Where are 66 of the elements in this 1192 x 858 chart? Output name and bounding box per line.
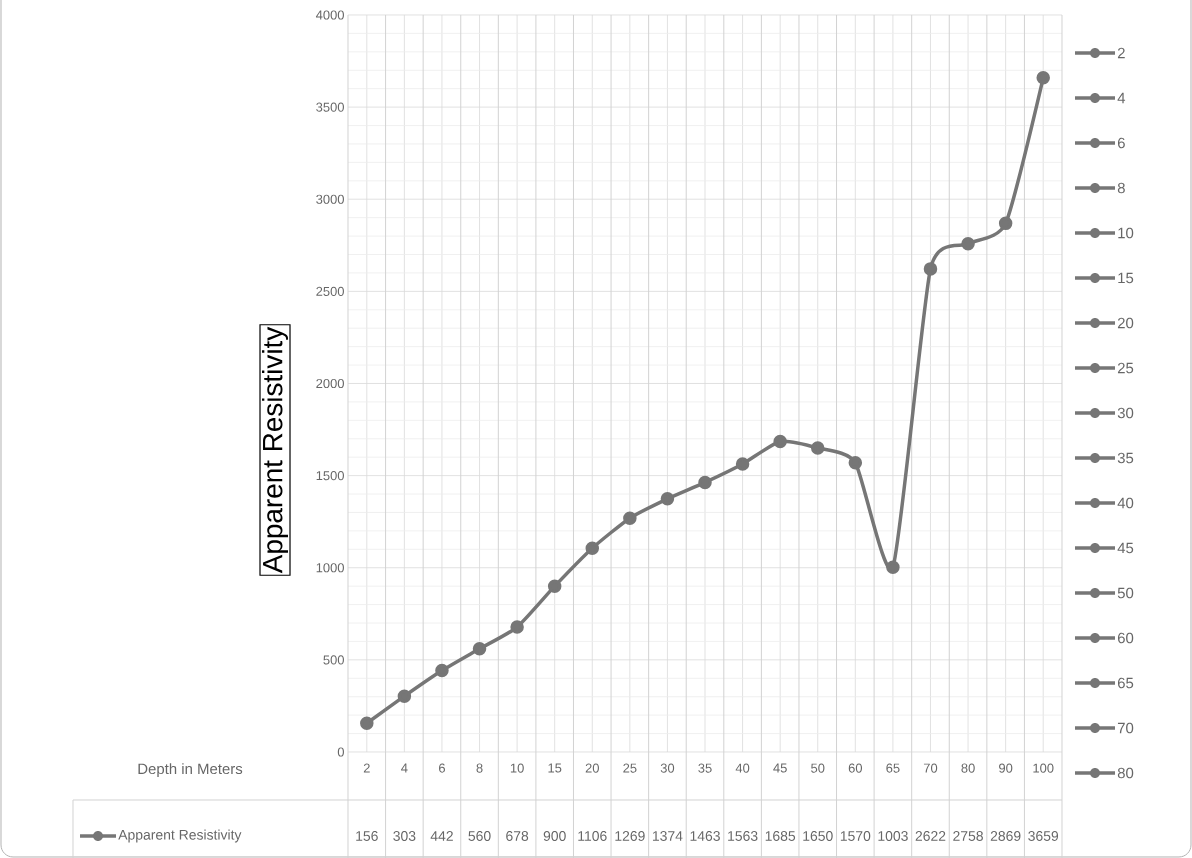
- x-tick-label: 30: [660, 763, 675, 773]
- data-label: 1003: [878, 831, 908, 841]
- category-label: 35: [1117, 452, 1134, 464]
- x-tick-label: 40: [735, 763, 750, 773]
- y-tick-label: 3500: [316, 102, 344, 112]
- data-label: 900: [543, 831, 566, 841]
- x-tick-label: 2: [363, 763, 370, 773]
- x-tick-label: 65: [886, 763, 900, 773]
- y-axis-title: Apparent Resistivity: [262, 326, 288, 574]
- x-tick-label: 50: [811, 763, 825, 773]
- y-tick-label: 500: [323, 655, 344, 665]
- data-label: 1563: [728, 831, 758, 841]
- x-tick-label: 20: [585, 763, 599, 773]
- category-label: 40: [1117, 497, 1134, 509]
- category-label: 4: [1117, 92, 1126, 104]
- x-tick-label: 60: [848, 763, 863, 773]
- data-label: 1463: [690, 831, 720, 841]
- x-tick-label: 80: [961, 763, 975, 773]
- data-label: 3659: [1028, 831, 1059, 841]
- category-label: 8: [1117, 182, 1125, 194]
- y-tick-label: 0: [337, 747, 344, 757]
- data-label: 1650: [803, 831, 833, 841]
- category-label: 60: [1117, 632, 1134, 644]
- x-tick-label: 10: [510, 763, 524, 773]
- data-label: 156: [356, 831, 378, 841]
- x-tick-label: 45: [773, 763, 787, 773]
- data-label: 1269: [615, 831, 645, 841]
- category-label: 70: [1117, 722, 1134, 734]
- y-tick-label: 1000: [316, 563, 344, 573]
- x-tick-label: 70: [923, 763, 938, 773]
- y-tick-label: 2500: [316, 286, 344, 296]
- data-label: 1106: [578, 831, 607, 841]
- x-tick-label: 15: [548, 763, 562, 773]
- category-label: 15: [1118, 272, 1134, 284]
- x-tick-label: 100: [1033, 763, 1054, 773]
- data-label: 2622: [915, 831, 946, 841]
- x-tick-label: 6: [439, 763, 445, 773]
- y-tick-label: 1500: [316, 471, 344, 481]
- y-tick-label: 4000: [315, 10, 344, 20]
- category-label: 45: [1117, 542, 1134, 554]
- category-label: 65: [1117, 677, 1134, 689]
- category-label: 2: [1117, 47, 1125, 59]
- x-tick-label: 25: [623, 763, 637, 773]
- x-tick-label: 4: [401, 763, 408, 773]
- x-tick-label: 35: [698, 763, 712, 773]
- data-label: 2758: [953, 831, 983, 841]
- y-tick-label: 2000: [316, 378, 344, 389]
- data-label: 1685: [765, 831, 796, 841]
- data-label: 678: [506, 831, 529, 841]
- data-label: 1570: [840, 831, 871, 841]
- category-label: 25: [1117, 362, 1134, 374]
- x-tick-label: 90: [999, 763, 1013, 773]
- y-tick-label: 3000: [316, 194, 344, 204]
- data-label: 442: [430, 831, 453, 841]
- category-label: 20: [1117, 317, 1134, 329]
- data-label: 303: [393, 831, 416, 841]
- x-tick-label: 8: [476, 763, 483, 773]
- data-label: 2869: [990, 831, 1021, 841]
- data-label: 1374: [652, 831, 683, 841]
- category-label: 6: [1117, 137, 1125, 149]
- category-label: 50: [1117, 587, 1134, 599]
- category-label: 30: [1117, 407, 1134, 419]
- legend-label: Apparent Resistivity: [118, 829, 242, 843]
- x-axis-title: Depth in Meters: [138, 763, 243, 778]
- category-label: 10: [1118, 227, 1134, 239]
- data-label: 560: [468, 831, 491, 841]
